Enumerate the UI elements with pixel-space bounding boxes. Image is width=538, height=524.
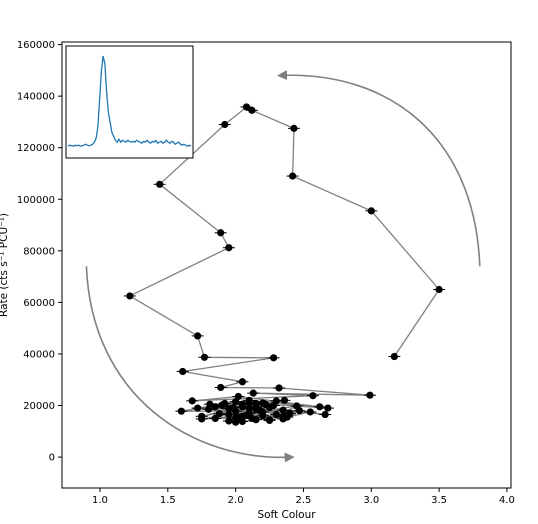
data-point	[279, 406, 287, 414]
data-point	[200, 353, 209, 361]
data-point	[194, 332, 202, 340]
data-point	[126, 292, 134, 300]
data-point	[279, 413, 287, 421]
arrow-lower	[85, 266, 295, 463]
data-point	[238, 378, 247, 386]
data-point	[204, 405, 213, 413]
data-point	[245, 399, 253, 407]
data-point	[259, 408, 267, 416]
x-tick-label: 1.0	[92, 495, 108, 506]
plot-frame	[61, 41, 512, 489]
x-axis-label: Soft Colour	[257, 509, 316, 521]
data-point	[245, 404, 253, 412]
data-point	[435, 285, 443, 294]
data-point	[225, 417, 233, 425]
data-point	[265, 403, 274, 412]
arrows-layer	[85, 70, 481, 463]
data-point	[232, 414, 240, 422]
x-tick-label: 2.0	[228, 495, 244, 506]
x-tick-label: 3.5	[431, 495, 447, 506]
data-point	[248, 106, 256, 114]
data-point	[218, 401, 226, 410]
inset-light-curve	[65, 45, 194, 159]
data-point	[225, 410, 233, 419]
y-tick-label: 40000	[23, 349, 55, 360]
data-point	[275, 384, 283, 392]
data-point	[252, 416, 260, 424]
data-point	[232, 407, 240, 415]
data-point	[321, 410, 329, 419]
y-tick-label: 0	[49, 453, 55, 464]
data-point	[306, 408, 314, 416]
data-point	[286, 410, 294, 418]
data-point	[194, 404, 202, 412]
data-point	[289, 172, 297, 180]
data-point	[221, 120, 229, 129]
data-point	[156, 180, 164, 188]
inset-frame	[65, 45, 194, 159]
y-axis-label: Rate (cts s⁻¹ PCU⁻¹)	[0, 213, 10, 317]
y-tick-label: 140000	[17, 92, 55, 103]
y-tick-label: 20000	[23, 401, 55, 412]
data-point	[215, 410, 223, 418]
y-tick-label: 80000	[23, 246, 55, 257]
data-point	[225, 244, 233, 252]
data-point	[249, 389, 257, 397]
data-point	[272, 410, 280, 419]
data-point	[316, 403, 324, 411]
data-point	[238, 400, 247, 408]
inset-line	[67, 55, 192, 147]
data-point	[366, 391, 374, 399]
data-point	[217, 383, 225, 392]
y-tick-label: 160000	[17, 40, 55, 51]
data-point	[179, 367, 187, 376]
data-point	[217, 229, 225, 237]
data-point	[232, 398, 240, 406]
data-point	[280, 396, 289, 404]
data-point	[270, 354, 278, 362]
data-point	[188, 397, 196, 405]
data-point	[245, 409, 253, 417]
data-point	[242, 103, 251, 111]
x-tick-label: 4.0	[499, 495, 515, 506]
data-point	[390, 352, 398, 361]
y-tick-label: 100000	[17, 195, 55, 206]
x-tick-label: 3.0	[363, 495, 379, 506]
data-point	[177, 407, 185, 415]
data-point	[211, 414, 219, 422]
x-tick-label: 2.5	[296, 495, 312, 506]
axis-ticks: 1.0 1.5 2.0 2.5 3.0 3.5 4.0 0 20000 40000 60000 800…	[17, 40, 515, 506]
data-point	[265, 416, 274, 425]
data-point	[198, 415, 206, 423]
data-point	[290, 124, 298, 132]
data-point	[367, 207, 375, 215]
data-point	[238, 417, 247, 426]
data-point	[211, 403, 219, 411]
y-tick-label: 120000	[17, 143, 55, 154]
data-point	[293, 402, 301, 410]
x-tick-label: 1.5	[160, 495, 176, 506]
arrow-upper	[277, 70, 481, 267]
data-point	[309, 392, 317, 400]
data-point	[252, 405, 260, 413]
data-point	[324, 404, 332, 412]
data-points	[123, 103, 446, 426]
y-tick-label: 60000	[23, 298, 55, 309]
